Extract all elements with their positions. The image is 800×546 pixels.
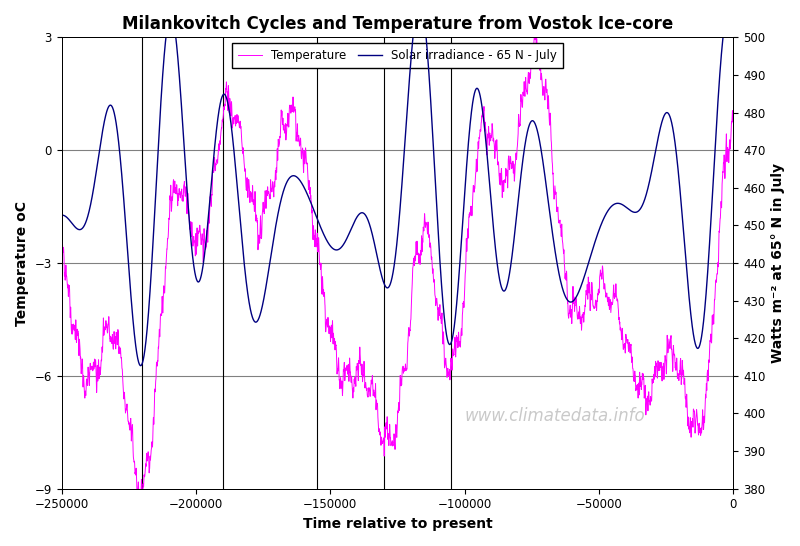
Title: Milankovitch Cycles and Temperature from Vostok Ice-core: Milankovitch Cycles and Temperature from… xyxy=(122,15,673,33)
Temperature xyxy=(729,112,738,119)
Solar irradiance - 65 N - July xyxy=(591,236,601,243)
Solar irradiance - 65 N - July xyxy=(555,274,565,281)
Temperature xyxy=(530,23,540,29)
Y-axis label: Watts m⁻² at 65° N in July: Watts m⁻² at 65° N in July xyxy=(771,163,785,363)
Temperature xyxy=(555,218,565,224)
Temperature xyxy=(484,124,494,131)
Solar irradiance - 65 N - July xyxy=(300,186,310,192)
X-axis label: Time relative to present: Time relative to present xyxy=(302,517,492,531)
Temperature xyxy=(57,262,66,269)
Solar irradiance - 65 N - July xyxy=(57,212,66,218)
Line: Temperature: Temperature xyxy=(62,26,734,518)
Temperature xyxy=(90,358,100,365)
Line: Solar irradiance - 65 N - July: Solar irradiance - 65 N - July xyxy=(62,2,734,366)
Solar irradiance - 65 N - July xyxy=(415,0,425,5)
Temperature xyxy=(300,159,310,165)
Solar irradiance - 65 N - July xyxy=(90,174,100,181)
Solar irradiance - 65 N - July xyxy=(454,268,464,275)
Temperature xyxy=(454,343,464,349)
Solar irradiance - 65 N - July xyxy=(729,30,738,37)
Temperature xyxy=(135,514,145,521)
Y-axis label: Temperature oC: Temperature oC xyxy=(15,200,29,325)
Temperature xyxy=(591,298,601,305)
Legend: Temperature, Solar irradiance - 65 N - July: Temperature, Solar irradiance - 65 N - J… xyxy=(232,43,563,68)
Text: www.climatedata.info: www.climatedata.info xyxy=(465,407,646,425)
Solar irradiance - 65 N - July xyxy=(136,363,146,369)
Solar irradiance - 65 N - July xyxy=(484,169,494,175)
